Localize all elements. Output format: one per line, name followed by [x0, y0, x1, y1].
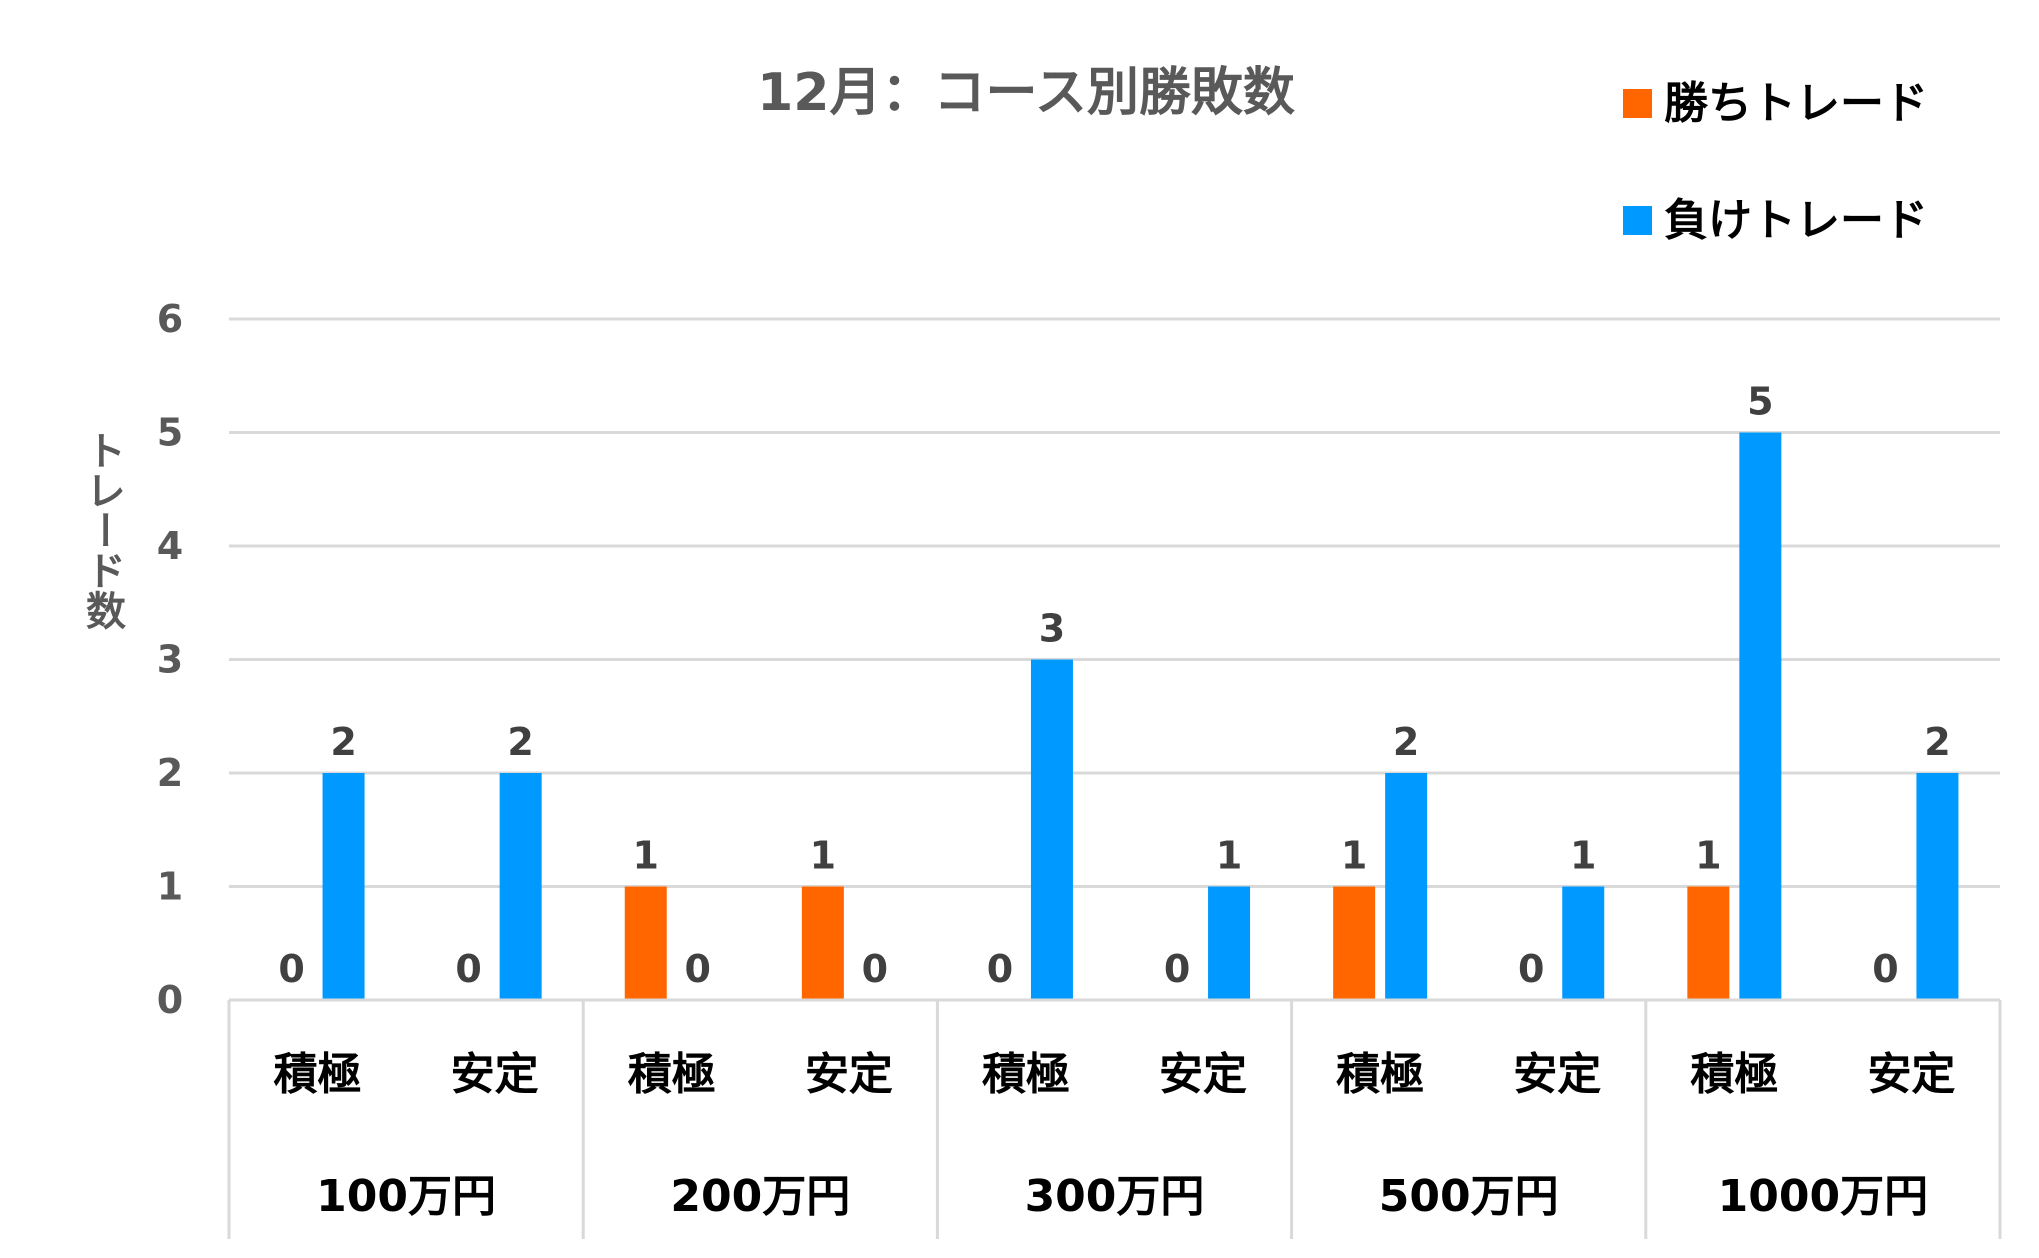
- data-label: 0: [987, 947, 1013, 991]
- x-subcategory-label: 安定: [1159, 1049, 1247, 1100]
- x-subcategory-label: 安定: [1867, 1049, 1955, 1100]
- data-label: 2: [1924, 720, 1950, 764]
- bar-loss: [1208, 886, 1251, 1000]
- x-subcategory-label: 積極: [628, 1049, 716, 1100]
- legend-label-win: 勝ちトレード: [1664, 78, 1928, 129]
- x-subcategory-label: 積極: [1690, 1049, 1778, 1100]
- data-label: 0: [455, 947, 481, 991]
- bar-loss: [322, 773, 365, 1000]
- x-group-label: 500万円: [1379, 1171, 1559, 1222]
- bar-win: [1333, 886, 1376, 1000]
- bar-win: [801, 886, 844, 1000]
- legend-label-loss: 負けトレード: [1664, 195, 1928, 246]
- data-label: 0: [685, 947, 711, 991]
- bar-loss: [1916, 773, 1959, 1000]
- y-tick-label: 3: [157, 638, 183, 682]
- data-label: 1: [1341, 834, 1367, 878]
- y-tick-label: 4: [157, 524, 183, 568]
- data-label: 0: [1872, 947, 1898, 991]
- legend: 勝ちトレード 負けトレード: [1623, 78, 1928, 246]
- y-tick-label: 5: [157, 411, 183, 455]
- data-label: 0: [862, 947, 888, 991]
- bar-loss: [1030, 659, 1073, 1000]
- x-subcategory-label: 積極: [274, 1049, 362, 1100]
- x-group-label: 200万円: [670, 1171, 850, 1222]
- legend-swatch-win: [1623, 89, 1652, 118]
- data-label: 3: [1039, 607, 1065, 651]
- legend-swatch-loss: [1623, 206, 1652, 235]
- bar-loss: [1562, 886, 1605, 1000]
- y-tick-label: 0: [157, 978, 183, 1022]
- data-label: 0: [278, 947, 304, 991]
- x-group-label: 100万円: [316, 1171, 496, 1222]
- data-label: 1: [633, 834, 659, 878]
- x-subcategory-label: 安定: [451, 1049, 539, 1100]
- data-label: 1: [1570, 834, 1596, 878]
- y-axis-title: トレード数: [79, 430, 126, 630]
- bar-loss: [1385, 773, 1428, 1000]
- x-group-label: 300万円: [1025, 1171, 1205, 1222]
- chart-title: 12月：コース別勝敗数: [757, 63, 1295, 123]
- bar-win: [624, 886, 667, 1000]
- data-label: 2: [1393, 720, 1419, 764]
- x-subcategory-label: 安定: [805, 1049, 893, 1100]
- y-tick-label: 2: [157, 751, 183, 795]
- bar-win: [1687, 886, 1730, 1000]
- data-label: 5: [1747, 380, 1773, 424]
- x-subcategory-label: 積極: [982, 1049, 1070, 1100]
- y-tick-label: 1: [157, 865, 183, 909]
- data-label: 2: [507, 720, 533, 764]
- x-subcategory-label: 安定: [1513, 1049, 1601, 1100]
- bar-loss: [499, 773, 542, 1000]
- x-subcategory-label: 積極: [1336, 1049, 1424, 1100]
- data-label: 0: [1164, 947, 1190, 991]
- x-group-label: 1000万円: [1718, 1171, 1928, 1222]
- data-label: 1: [810, 834, 836, 878]
- data-label: 1: [1216, 834, 1242, 878]
- data-label: 0: [1518, 947, 1544, 991]
- y-tick-label: 6: [157, 297, 183, 341]
- bar-loss: [1739, 432, 1782, 1000]
- data-label: 2: [330, 720, 356, 764]
- data-label: 1: [1695, 834, 1721, 878]
